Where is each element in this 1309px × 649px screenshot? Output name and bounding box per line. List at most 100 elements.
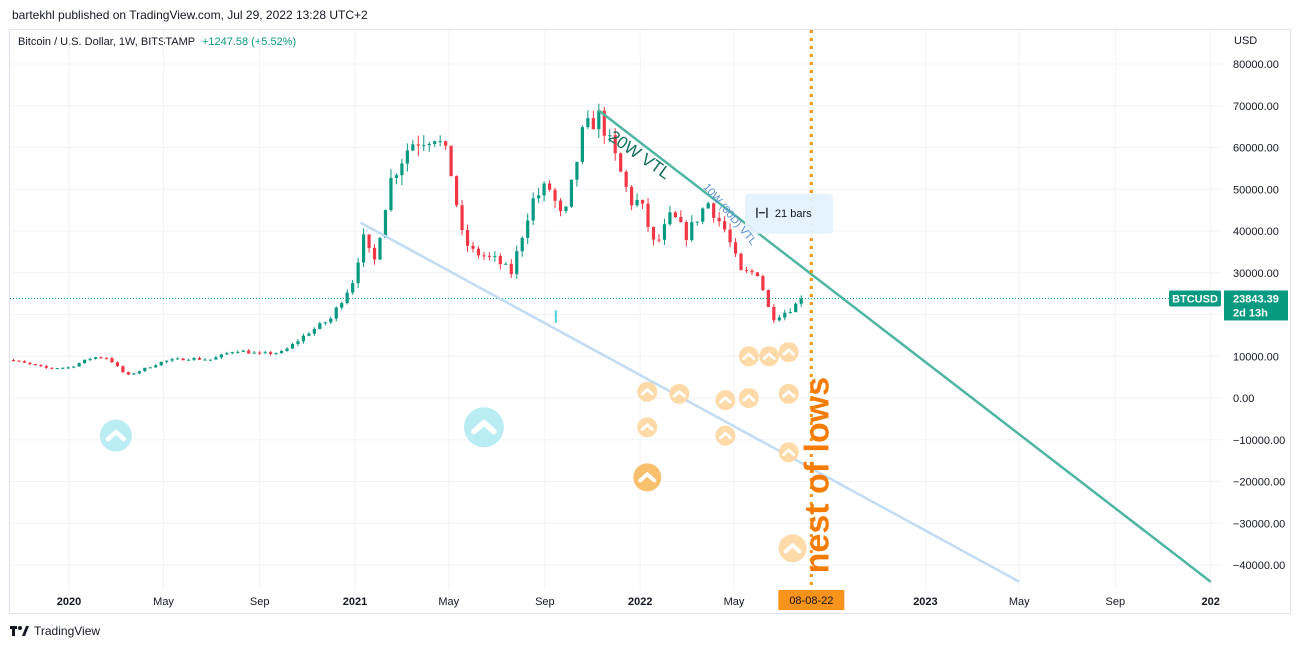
candle-body [733, 242, 738, 254]
arrow-marker [738, 388, 759, 408]
symbol-title: Bitcoin / U.S. Dollar, 1W, BITSTAMP [18, 36, 195, 48]
candle-body [192, 358, 196, 360]
candle-body [186, 359, 191, 361]
chevron-up-icon [640, 423, 654, 431]
candle-body [422, 145, 426, 147]
x-tick-label: 2021 [343, 596, 367, 608]
candle-body [115, 362, 120, 367]
candle-body [580, 127, 584, 162]
candle-body [318, 323, 322, 329]
x-tick-label: 202 [1201, 596, 1219, 608]
arrow-marker-circle [637, 417, 658, 438]
y-tick-label: 80000.00 [1233, 59, 1279, 71]
y-tick-label: 10000.00 [1233, 351, 1279, 363]
candle-body [132, 373, 136, 375]
candle-body [772, 306, 776, 321]
arrow-marker [778, 442, 799, 463]
candle-body [416, 144, 420, 146]
candle-body [564, 206, 568, 212]
candle-body [72, 366, 76, 368]
candle-body [553, 189, 557, 201]
candle-body [679, 217, 683, 223]
arrow-marker [669, 383, 690, 404]
chart-frame [9, 29, 1291, 614]
arrow-marker-circle [715, 425, 736, 446]
candle-body [110, 358, 114, 363]
candle-body [799, 298, 803, 304]
candle-body [1, 359, 4, 360]
candle-body [608, 135, 612, 137]
candle-body [444, 141, 448, 146]
candle-body [285, 348, 289, 351]
chevron-up-icon [762, 352, 776, 360]
candle-body [170, 359, 174, 361]
candle-body [526, 220, 530, 238]
arrow-marker-circle [633, 463, 662, 492]
candle-body [329, 318, 333, 323]
candle-body [487, 255, 492, 257]
candle-body [531, 198, 535, 221]
candle-body [717, 217, 721, 222]
candle-body [509, 263, 513, 275]
symbol-badge-bg [1169, 290, 1221, 307]
arrow-marker-circle [669, 383, 690, 404]
bars-measure-label: 21 bars [744, 193, 833, 234]
candle-body [279, 350, 284, 354]
candle-body [203, 359, 207, 361]
chevron-up-icon [471, 419, 497, 435]
candle-body [148, 367, 152, 369]
candle-body [547, 183, 552, 190]
arrow-marker-circle [778, 342, 799, 363]
candle-body [296, 341, 300, 344]
candle-body [701, 208, 705, 222]
candle-body [515, 251, 519, 275]
candle-body [405, 150, 409, 164]
candle-body [504, 263, 508, 265]
marker-date-badge: 08-08-22 [778, 590, 845, 610]
candle-body [493, 255, 497, 257]
candle-body [728, 229, 732, 243]
candle-body [744, 270, 749, 272]
candle-body [383, 210, 388, 238]
candle-body [77, 363, 81, 367]
candles [1, 103, 803, 376]
arrow-marker-circle [778, 383, 799, 404]
last-price-text: 23843.39 [1233, 293, 1279, 305]
candle-body [706, 203, 710, 209]
x-tick-label: May [153, 596, 174, 608]
candle-body [372, 248, 377, 260]
symbol-badge-text: BTCUSD [1172, 293, 1218, 305]
candle-body [274, 353, 278, 355]
candle-body [165, 360, 169, 362]
candle-body [154, 365, 158, 368]
arrow-marker-circle [637, 381, 658, 402]
candle-body [635, 199, 639, 206]
candle-body [662, 224, 667, 240]
candle-body [143, 367, 147, 372]
publisher-line: bartekhl published on TradingView.com, J… [12, 8, 368, 22]
marker-date-badge-bg [778, 590, 845, 610]
chevron-up-icon [640, 388, 654, 396]
candle-body [723, 221, 727, 230]
candle-body [263, 352, 267, 354]
candle-body [602, 110, 606, 136]
x-tick-label: May [438, 596, 459, 608]
arrow-marker [715, 425, 736, 446]
chevron-up-icon [718, 396, 732, 404]
candle-body [766, 290, 770, 307]
y-tick-label: 50000.00 [1233, 184, 1279, 196]
footer-brand[interactable]: TradingView [10, 624, 100, 638]
x-tick-label: Sep [250, 596, 270, 608]
last-price-badge: 23843.39 2d 13h [1224, 290, 1288, 321]
arrow-marker [637, 417, 658, 438]
candle-body [389, 177, 393, 211]
candle-body [471, 245, 475, 249]
chevron-up-icon [672, 390, 686, 398]
candle-body [247, 350, 251, 354]
arrow-marker [778, 534, 807, 563]
x-tick-label: 2020 [57, 596, 81, 608]
candle-body [591, 118, 595, 130]
candle-body [225, 353, 229, 355]
